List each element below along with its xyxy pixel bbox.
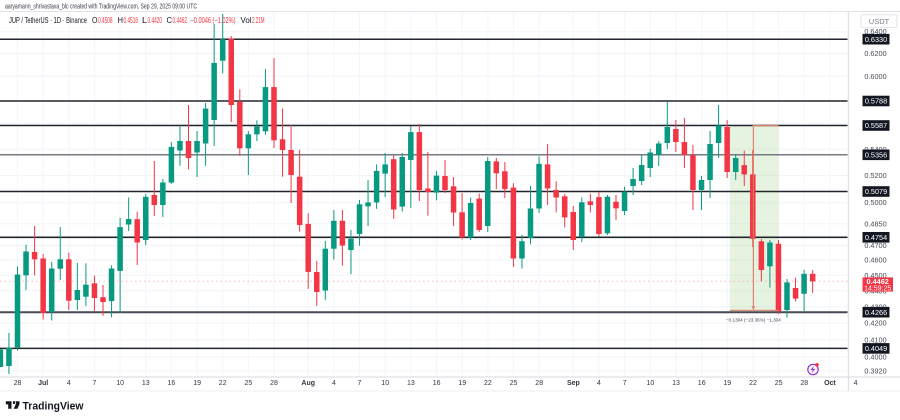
svg-text:22: 22 [484,380,492,387]
svg-text:10: 10 [116,380,124,387]
svg-text:0.5788: 0.5788 [865,97,887,106]
svg-text:7: 7 [623,380,627,387]
svg-text:0.4000: 0.4000 [864,352,886,361]
svg-text:Aug: Aug [301,380,315,387]
svg-text:19: 19 [458,380,466,387]
svg-text:28: 28 [270,380,278,387]
svg-text:0.6000: 0.6000 [864,72,886,81]
svg-text:19: 19 [723,380,731,387]
svg-text:Sep: Sep [567,380,580,387]
svg-text:10: 10 [647,380,655,387]
svg-text:0.4754: 0.4754 [865,233,887,242]
svg-text:14:59:25: 14:59:25 [864,285,891,292]
svg-text:0.4462: 0.4462 [867,277,889,286]
svg-text:25: 25 [245,380,253,387]
svg-text:13: 13 [142,380,150,387]
svg-text:0.4049: 0.4049 [865,344,887,353]
svg-text:Vol: Vol [241,16,252,25]
svg-text:−0.1304 (−23.36%) −1,304: −0.1304 (−23.36%) −1,304 [726,317,781,322]
svg-text:0.6200: 0.6200 [864,49,886,58]
svg-text:4: 4 [854,380,858,387]
svg-text:aaryamann_shrivastava_blc crea: aaryamann_shrivastava_blc created with T… [5,4,197,11]
svg-text:10: 10 [381,380,389,387]
svg-text:−0.0046 (−1.02%): −0.0046 (−1.02%) [191,16,236,25]
svg-text:4: 4 [332,380,336,387]
svg-text:4: 4 [597,380,601,387]
svg-text:O: O [92,16,98,25]
svg-text:0.4266: 0.4266 [865,308,887,317]
svg-text:TradingView: TradingView [23,400,84,412]
svg-text:28: 28 [14,380,22,387]
svg-text:0.4462: 0.4462 [173,16,188,25]
svg-text:28: 28 [800,380,808,387]
svg-text:16: 16 [698,380,706,387]
svg-text:19: 19 [193,380,201,387]
svg-text:0.3920: 0.3920 [864,366,886,375]
svg-text:25: 25 [775,380,783,387]
svg-text:0.5587: 0.5587 [865,121,887,130]
svg-text:0.4300: 0.4300 [864,302,886,311]
svg-text:0.4420: 0.4420 [148,16,163,25]
svg-text:0.4500: 0.4500 [864,271,886,280]
svg-text:C: C [167,16,173,25]
svg-text:0.6400: 0.6400 [864,27,886,36]
svg-text:0.4600: 0.4600 [864,256,886,265]
svg-text:2.21M: 2.21M [252,16,265,25]
svg-text:0.5200: 0.5200 [864,171,886,180]
svg-text:25: 25 [510,380,518,387]
svg-text:7: 7 [358,380,362,387]
svg-text:0.5356: 0.5356 [865,150,887,159]
svg-text:7: 7 [93,380,97,387]
svg-text:Oct: Oct [824,380,836,387]
svg-text:0.5079: 0.5079 [865,187,887,196]
svg-text:0.4516: 0.4516 [124,16,139,25]
svg-text:13: 13 [407,380,415,387]
svg-text:H: H [118,16,124,25]
svg-text:JUP / TetherUS · 1D · Binance: JUP / TetherUS · 1D · Binance [9,16,87,25]
svg-text:28: 28 [535,380,543,387]
svg-text:0.5400: 0.5400 [864,145,886,154]
svg-text:0.6330: 0.6330 [865,35,887,44]
svg-text:0.4100: 0.4100 [864,335,886,344]
svg-text:16: 16 [433,380,441,387]
svg-text:Jul: Jul [38,380,48,387]
svg-text:22: 22 [219,380,227,387]
svg-text:0.4850: 0.4850 [864,219,886,228]
svg-text:L: L [142,16,148,25]
svg-text:0.4508: 0.4508 [98,16,113,25]
svg-text:16: 16 [168,380,176,387]
svg-text:USDT: USDT [869,17,890,26]
svg-text:4: 4 [67,380,71,387]
svg-text:0.5000: 0.5000 [864,198,886,207]
svg-text:22: 22 [749,380,757,387]
svg-text:0.4200: 0.4200 [864,319,886,328]
svg-text:13: 13 [672,380,680,387]
svg-text:0.4700: 0.4700 [864,241,886,250]
